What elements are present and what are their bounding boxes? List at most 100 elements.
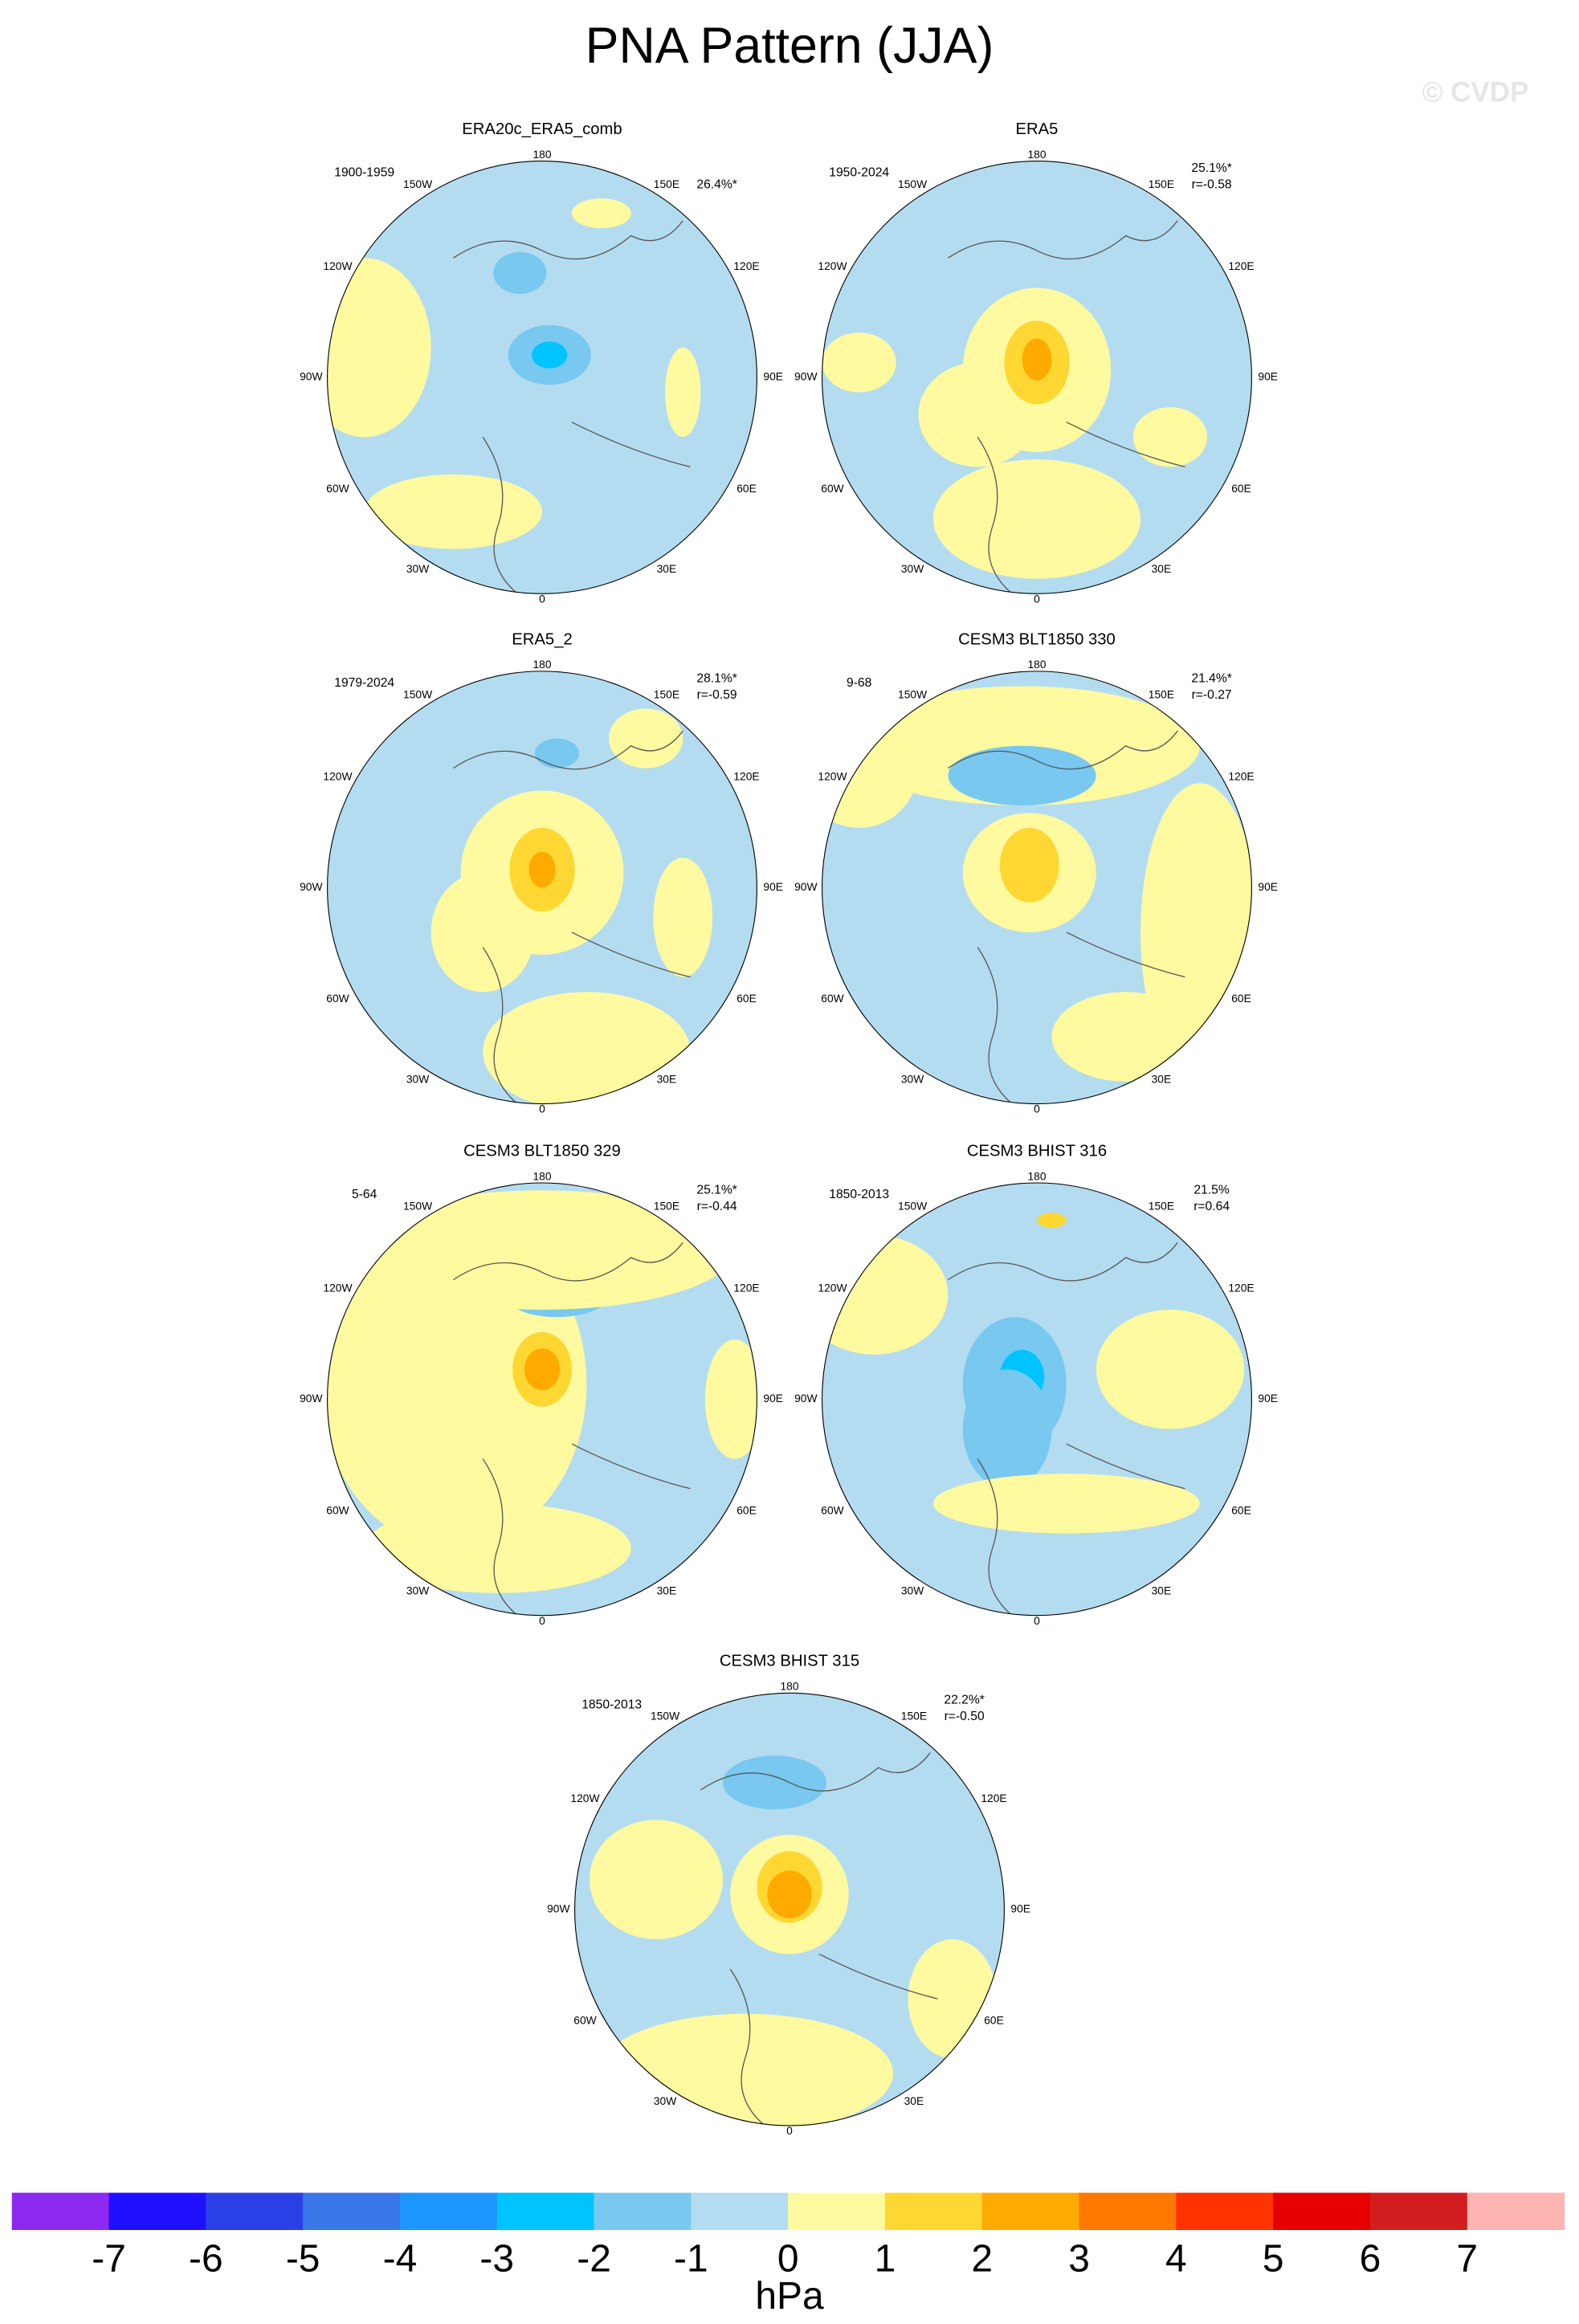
colorbar-box: [108, 2192, 206, 2230]
longitude-label: 60W: [821, 1503, 844, 1516]
longitude-label: 30E: [1152, 1584, 1172, 1597]
anomaly-contour: [1036, 1213, 1067, 1228]
longitude-label: 90E: [1010, 1902, 1030, 1914]
longitude-label: 120E: [1228, 259, 1254, 272]
panel-period: 1900-1959: [334, 166, 394, 180]
panel-stat: 22.2%*: [944, 1694, 985, 1707]
colorbar-label: -2: [577, 2237, 611, 2281]
map-border: [822, 1182, 1252, 1617]
longitude-label: 150E: [1149, 177, 1174, 190]
coastline: [947, 220, 1185, 594]
longitude-label: 90E: [1258, 880, 1278, 893]
longitude-label: 120W: [818, 769, 847, 782]
longitude-label: 90W: [300, 880, 323, 893]
longitude-label: 60W: [326, 992, 349, 1005]
colorbar-box: [1079, 2192, 1177, 2230]
longitude-label: 150E: [654, 687, 679, 700]
colorbar-label: 0: [777, 2237, 799, 2281]
anomaly-contour: [1132, 407, 1208, 467]
coastline: [452, 730, 691, 1104]
anomaly-contour: [844, 686, 1200, 806]
longitude-label: 120W: [818, 1282, 847, 1295]
longitude-label: 0: [1034, 592, 1040, 605]
longitude-label: 60E: [1231, 1503, 1251, 1516]
anomaly-contour: [918, 362, 1037, 467]
longitude-label: 30E: [1152, 562, 1172, 575]
panel-period: 1950-2024: [829, 166, 889, 180]
longitude-label: 30E: [657, 1584, 677, 1597]
anomaly-contour: [532, 341, 568, 369]
longitude-label: 150E: [654, 177, 679, 190]
anomaly-field: [430, 708, 713, 1104]
longitude-label: 90W: [794, 880, 818, 893]
longitude-label: 120W: [323, 259, 353, 272]
longitude-label: 150E: [1149, 1199, 1174, 1212]
panel-stat: 21.5%: [1193, 1183, 1229, 1197]
longitude-label: 180: [532, 148, 551, 161]
longitude-label: 90W: [300, 1392, 323, 1405]
panel-title: CESM3 BHIST 316: [967, 1142, 1107, 1160]
anomaly-contour: [597, 2013, 894, 2126]
anomaly-contour: [590, 1820, 724, 1939]
longitude-label: 0: [539, 592, 545, 605]
panel-period: 1850-2013: [829, 1188, 889, 1201]
longitude-label: 150E: [654, 1199, 679, 1212]
coastline: [947, 730, 1185, 1104]
longitude-label: 150W: [898, 177, 928, 190]
longitude-label: 150W: [403, 687, 433, 700]
colorbar-box: [884, 2192, 983, 2230]
longitude-label: 120E: [733, 259, 759, 272]
anomaly-contour: [430, 872, 535, 993]
anomaly-contour: [665, 347, 701, 438]
longitude-label: 0: [786, 2124, 793, 2137]
anomaly-contour: [908, 1939, 998, 2059]
colorbar-box: [1176, 2192, 1274, 2230]
map-border: [327, 161, 757, 594]
panel-period: 5-64: [352, 1188, 377, 1201]
colorbar-box: [1467, 2192, 1565, 2230]
longitude-label: 60E: [984, 2014, 1004, 2027]
anomaly-contour: [1051, 992, 1200, 1082]
anomaly-contour: [327, 258, 431, 438]
colorbar-label: 4: [1165, 2237, 1187, 2281]
longitude-label: 120W: [570, 1792, 600, 1804]
longitude-label: 180: [1027, 658, 1046, 671]
longitude-label: 60W: [821, 992, 844, 1005]
longitude-label: 150E: [1149, 687, 1174, 700]
map-border: [574, 1692, 1005, 2126]
anomaly-contour: [364, 474, 543, 549]
panel-corr: r=-0.50: [945, 1710, 985, 1723]
longitude-label: 0: [539, 1103, 545, 1115]
watermark: © CVDP: [1422, 76, 1528, 108]
colorbar-box: [11, 2192, 110, 2230]
panel-corr: r=0.64: [1193, 1200, 1230, 1213]
longitude-label: 90E: [1258, 370, 1278, 383]
longitude-label: 180: [532, 1169, 551, 1182]
longitude-label: 60W: [821, 482, 844, 495]
longitude-label: 90E: [763, 880, 783, 893]
longitude-label: 30W: [406, 1584, 430, 1597]
anomaly-contour: [349, 1190, 735, 1310]
panel-title: ERA5_2: [512, 630, 573, 648]
colorbar-box: [1273, 2192, 1371, 2230]
anomaly-field: [327, 1190, 757, 1616]
longitude-label: 120E: [1228, 769, 1254, 782]
coastline: [452, 220, 691, 594]
longitude-label: 60E: [1231, 482, 1251, 495]
anomaly-contour: [608, 708, 683, 769]
colorbar-label: 6: [1360, 2237, 1381, 2281]
colorbar-box: [206, 2192, 304, 2230]
anomaly-contour: [932, 459, 1141, 579]
map-border: [822, 671, 1252, 1105]
anomaly-contour: [767, 1870, 812, 1918]
longitude-label: 90E: [763, 370, 783, 383]
longitude-label: 30W: [654, 2094, 677, 2107]
longitude-label: 0: [1034, 1614, 1040, 1627]
anomaly-contour: [571, 198, 631, 229]
longitude-label: 30W: [901, 1584, 924, 1597]
longitude-label: 60E: [736, 992, 757, 1005]
anomaly-contour: [524, 1348, 561, 1391]
longitude-label: 150W: [898, 1199, 928, 1212]
anomaly-contour: [493, 251, 547, 294]
